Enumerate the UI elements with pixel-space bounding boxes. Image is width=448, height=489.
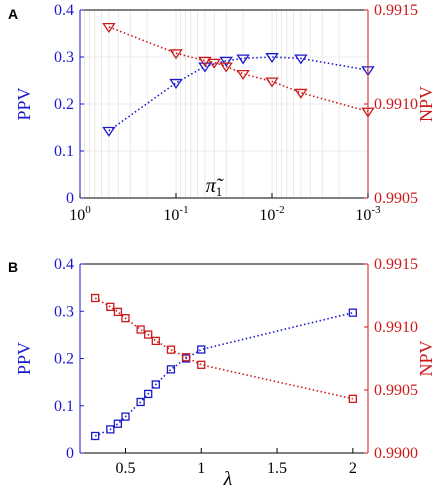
ppv-tick-label: 0.1 <box>54 398 74 415</box>
npv-tick-label: 0.9905 <box>374 382 418 399</box>
npv-axis-label: NPV <box>416 340 436 376</box>
ppv-series-point <box>91 431 100 441</box>
ppv-tick-label: 0.3 <box>54 49 74 66</box>
npv-series-point <box>106 302 115 311</box>
x-tick-label: 10-2 <box>259 204 284 224</box>
x-tick-label: 2 <box>349 460 357 477</box>
npv-series-point <box>169 49 183 60</box>
npv-series-point <box>144 330 153 339</box>
npv-series-point <box>91 293 100 303</box>
ppv-series-point <box>265 53 279 64</box>
ppv-series-point <box>102 126 116 137</box>
ppv-axis-label: PPV <box>14 342 34 375</box>
ppv-series-line <box>94 311 353 437</box>
ppv-series-point <box>121 412 130 421</box>
panel-a-grid <box>80 10 368 198</box>
ppv-series-point <box>106 425 115 434</box>
ppv-tick-label: 0.1 <box>54 143 74 160</box>
npv-series-point <box>265 77 279 88</box>
npv-series-point <box>136 325 145 334</box>
npv-series-point <box>151 336 160 346</box>
ppv-series-point <box>166 365 176 374</box>
ppv-series-point <box>151 380 160 389</box>
ppv-series-point <box>294 54 308 65</box>
x-tick-label: 0.5 <box>115 460 135 477</box>
ppv-series-point <box>219 56 233 67</box>
ppv-tick-label: 0 <box>66 445 74 462</box>
npv-series-point <box>113 307 123 317</box>
ppv-tick-label: 0.4 <box>54 256 74 273</box>
ppv-series-point <box>144 389 153 399</box>
ppv-series-point <box>198 62 212 73</box>
npv-series-point <box>181 353 191 362</box>
ppv-tick-label: 0.2 <box>54 96 74 113</box>
x-axis-label: λ <box>223 468 233 489</box>
npv-series-line <box>94 297 353 400</box>
npv-series-point <box>219 62 233 73</box>
ppv-series-line <box>108 56 369 132</box>
ppv-tick-label: 0.3 <box>54 303 74 320</box>
npv-tick-label: 0.9905 <box>374 190 418 207</box>
ppv-series-point <box>348 308 357 317</box>
panel-letter: A <box>8 6 18 22</box>
x-tick-label: 1 <box>197 460 205 477</box>
x-tick-label: 10-3 <box>355 204 381 224</box>
npv-series-point <box>207 58 221 69</box>
x-tick-label: 10-1 <box>163 204 188 224</box>
ppv-series-point <box>236 54 250 65</box>
npv-tick-label: 0.9915 <box>374 2 418 19</box>
ppv-tick-label: 0.4 <box>54 2 74 19</box>
ppv-series-point <box>197 345 206 354</box>
npv-axis-label: NPV <box>416 86 436 122</box>
ppv-series-point <box>136 397 145 407</box>
ppv-tick-label: 0.2 <box>54 351 74 368</box>
x-tick-label: 1.5 <box>267 460 287 477</box>
ppv-series-point <box>169 78 183 89</box>
x-tick-label: 100 <box>69 204 91 224</box>
x-axis-label: π̃1 <box>206 175 224 199</box>
npv-series-point <box>348 394 357 403</box>
npv-series-point <box>102 22 116 34</box>
panel-b: 0 0.1 0.2 0.3 0.4 0.9900 0.9905 0.9910 0.9915 0.5… <box>8 256 436 489</box>
npv-tick-label: 0.9910 <box>374 319 418 336</box>
panel-letter: B <box>8 259 18 275</box>
npv-tick-label: 0.9915 <box>374 256 418 273</box>
npv-tick-label: 0.9910 <box>374 96 418 113</box>
npv-series-point <box>121 314 130 323</box>
ppv-series-point <box>113 419 123 428</box>
npv-series-point <box>198 56 212 67</box>
npv-series-line <box>108 26 369 113</box>
npv-series-point <box>166 345 176 354</box>
npv-series-point <box>294 88 308 99</box>
npv-tick-label: 0.9900 <box>374 445 418 462</box>
npv-series-point <box>197 360 206 369</box>
panel-a: 0 0.1 0.2 0.3 0.4 0.9905 0.9910 0.9915 100 10-1 10… <box>8 2 436 224</box>
ppv-tick-label: 0 <box>66 190 74 207</box>
npv-series-point <box>236 69 250 81</box>
ppv-axis-label: PPV <box>14 87 34 120</box>
